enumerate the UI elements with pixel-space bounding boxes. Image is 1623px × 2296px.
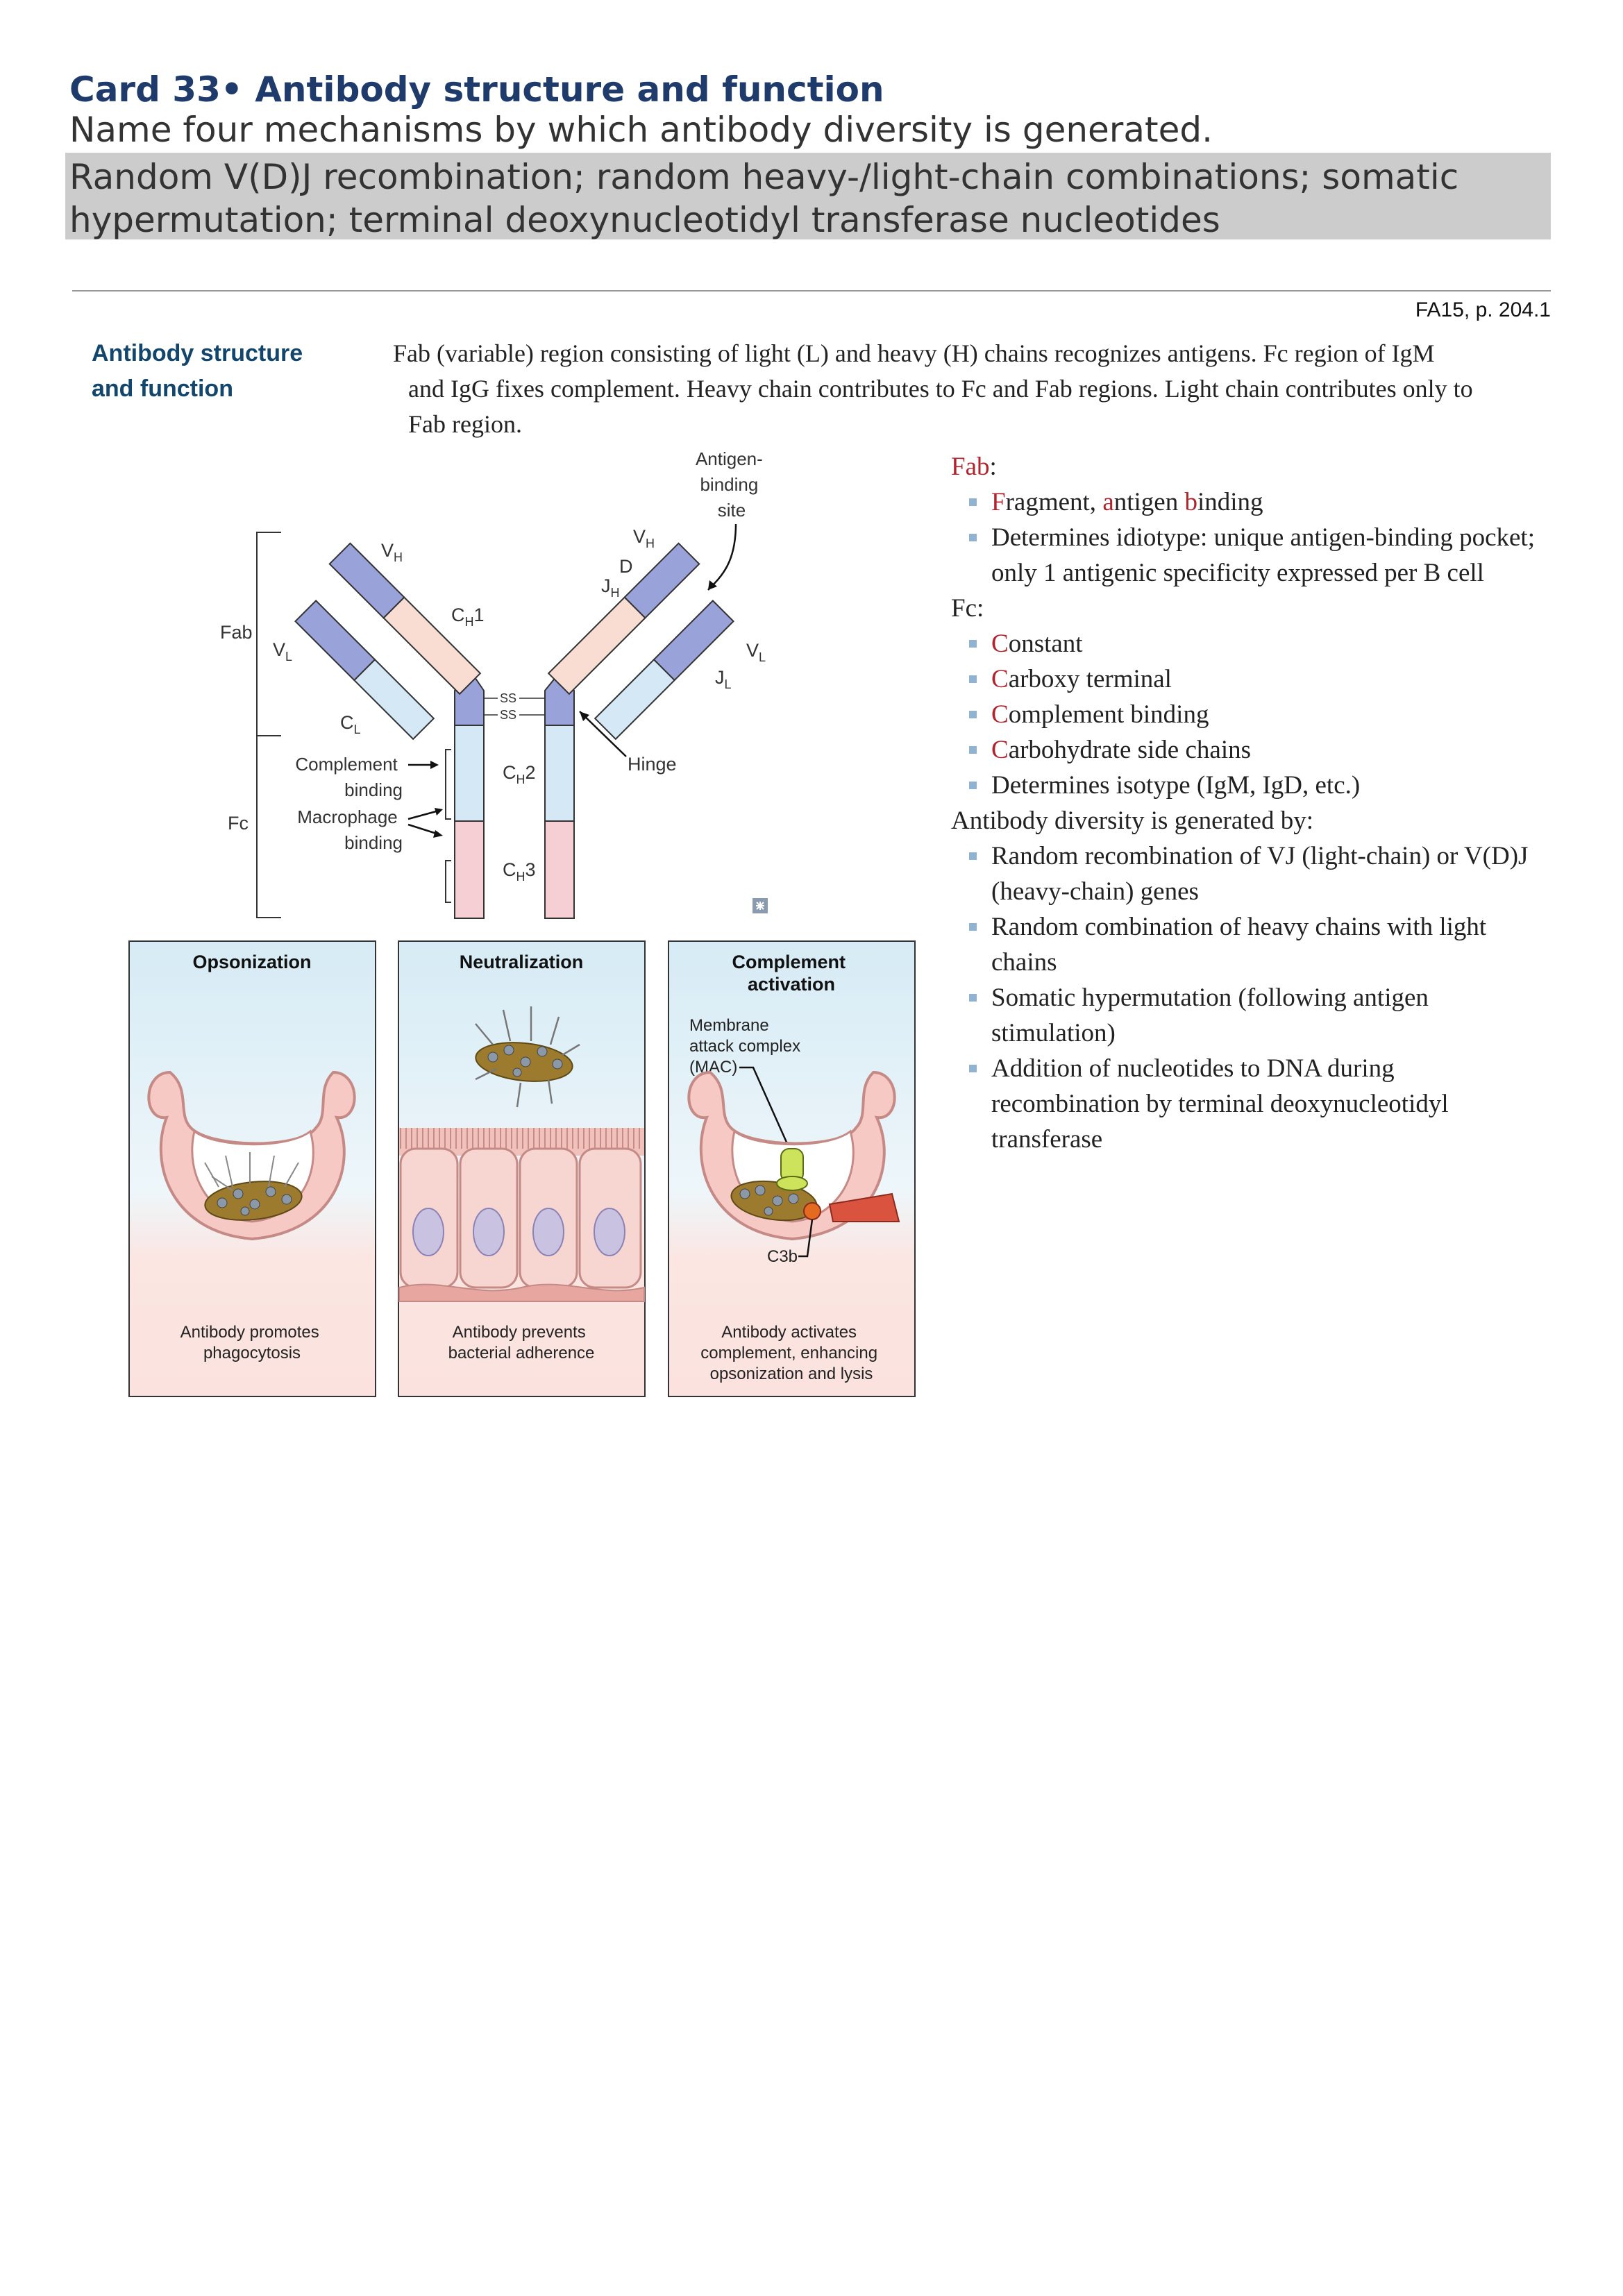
panel-complement-activation: Complement activation Membrane attack co… <box>668 940 916 1397</box>
panel-title: Opsonization <box>193 952 312 972</box>
complement-binding-label: Complement binding <box>295 754 403 800</box>
vl-label-right: VL <box>746 640 766 664</box>
page-reference: FA15, p. 204.1 <box>1415 298 1551 321</box>
left-heavy-chain <box>328 542 482 695</box>
fab-list: Fragment, antigen binding Determines idi… <box>951 484 1548 591</box>
macrophage-binding-label: Macrophage binding <box>297 807 403 853</box>
ch3-domain-right <box>544 820 575 919</box>
fc-bracket <box>256 736 281 918</box>
mac-label: Membrane attack complex (MAC) <box>689 1016 805 1077</box>
right-heavy-chain <box>547 542 700 695</box>
panel-caption: Antibody promotes phagocytosis <box>180 1323 324 1362</box>
list-item: Determines idiotype: unique antigen-bind… <box>951 520 1548 591</box>
fab-label: Fab <box>220 622 253 643</box>
list-item: Determines isotype (IgM, IgD, etc.) <box>951 768 1548 803</box>
ch1-label: CH1 <box>451 605 485 629</box>
section-title: Antibody structure and function <box>92 340 303 402</box>
right-light-chain <box>594 600 734 741</box>
list-item: Carbohydrate side chains <box>951 732 1548 768</box>
function-panels: Opsonization Antibody promotes phagocyto… <box>128 940 916 1397</box>
panel-caption: Antibody activates complement, enhancing… <box>700 1323 882 1383</box>
list-item: Carboxy terminal <box>951 661 1548 697</box>
list-item: Constant <box>951 626 1548 661</box>
antigen-binding-site-label: Antigen- binding site <box>696 448 768 521</box>
ss-bond-2: SS <box>500 708 516 722</box>
card-answer: Random V(D)J recombination; random heavy… <box>65 153 1551 240</box>
panel-opsonization: Opsonization Antibody promotes phagocyto… <box>128 940 376 1397</box>
ch3-domain-left <box>454 820 485 919</box>
list-item: Fragment, antigen binding <box>951 484 1548 520</box>
ch2-domain-right <box>544 725 575 822</box>
panel-title: Neutralization <box>460 952 584 972</box>
cl-label: CL <box>340 712 361 736</box>
list-item: Random recombination of VJ (light-chain)… <box>951 838 1548 909</box>
notes-column: Fab: Fragment, antigen binding Determine… <box>951 449 1548 1157</box>
left-light-chain <box>294 600 435 741</box>
ch2-domain-left <box>454 725 485 822</box>
antibody-diagram: Fab Fc SS SS VH VL CH1 CL CH2 CH3 VH D J… <box>220 448 768 919</box>
list-item: Addition of nucleotides to DNA during re… <box>951 1051 1548 1157</box>
c3b-label: C3b <box>767 1247 798 1266</box>
fab-bracket <box>256 532 281 736</box>
fc-heading: Fc: <box>951 594 984 623</box>
hinge-label: Hinge <box>628 754 677 775</box>
list-item: Complement binding <box>951 697 1548 732</box>
diversity-list: Random recombination of VJ (light-chain)… <box>951 838 1548 1157</box>
diversity-heading: Antibody diversity is generated by: <box>951 807 1314 835</box>
d-label: D <box>619 556 633 577</box>
vl-label-left: VL <box>273 639 292 664</box>
divider <box>72 290 1551 292</box>
fab-heading: Fab: <box>951 453 997 481</box>
card-question: Name four mechanisms by which antibody d… <box>69 110 1213 150</box>
ss-bond-1: SS <box>500 691 516 705</box>
card-title: Card 33• Antibody structure and function <box>69 69 884 110</box>
list-item: Somatic hypermutation (following antigen… <box>951 980 1548 1051</box>
panel-title: Complement activation <box>732 952 850 995</box>
c3b-molecule <box>803 1202 821 1220</box>
ch3-label: CH3 <box>503 859 536 884</box>
jh-label: JH <box>601 575 620 600</box>
ch2-label: CH2 <box>503 762 536 786</box>
jl-label: JL <box>715 667 732 691</box>
vh-label-left: VH <box>381 540 403 564</box>
fc-label: Fc <box>228 813 249 834</box>
fc-list: Constant Carboxy terminal Complement bin… <box>951 626 1548 803</box>
list-item: Random combination of heavy chains with … <box>951 909 1548 980</box>
intro-text: Fab (variable) region consisting of ligh… <box>393 339 1473 438</box>
vh-label-right: VH <box>633 526 655 550</box>
panel-caption: Antibody prevents bacterial adherence <box>448 1323 595 1362</box>
panel-neutralization: Neutralization Antibody prevents bacteri… <box>398 940 646 1397</box>
